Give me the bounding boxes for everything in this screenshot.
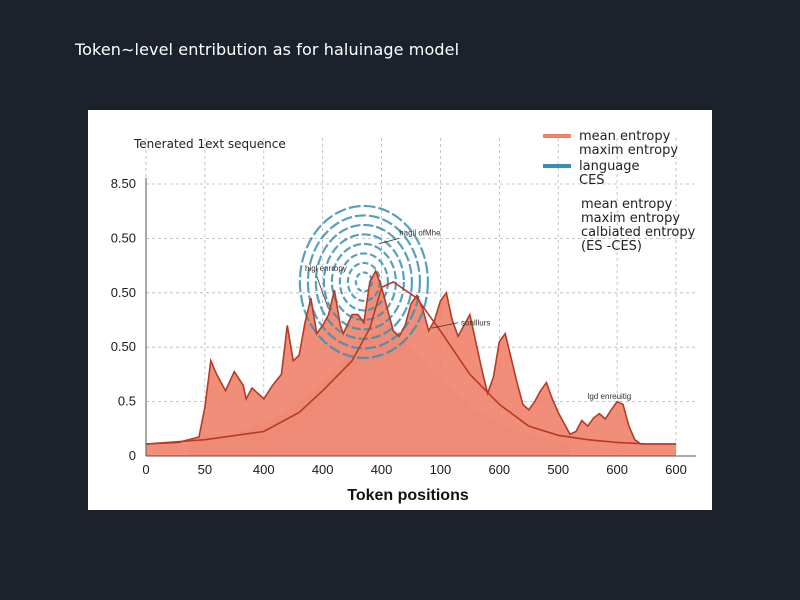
x-tick-label: 600	[488, 462, 510, 477]
legend-label: CES	[579, 173, 605, 188]
annotation-label: sonlllurs	[461, 318, 490, 327]
annotation-leader	[431, 322, 459, 329]
annotation-label: lgd enreuitig	[588, 392, 632, 401]
y-tick-label: 0.50	[111, 230, 136, 245]
figure-card: Tenerated 1ext sequence 8.50 0.50 0.50 0.50…	[88, 110, 712, 510]
axes: 8.500.500.500.500.500 50 400 400 400 100 600 50…	[111, 176, 696, 477]
series-line-mean-entropy	[145, 269, 676, 445]
x-tick-label: 100	[430, 462, 452, 477]
legend-label: maxim entropy	[579, 143, 678, 158]
y-tick-label: 0.5	[118, 394, 136, 409]
series-language-ring	[306, 214, 421, 350]
x-tick-label: 400	[253, 462, 275, 477]
legend-label: language	[579, 159, 640, 174]
series-language-ring	[298, 204, 429, 360]
series-line-maxim-entropy	[145, 280, 676, 445]
annotation-leader	[316, 276, 329, 310]
chart: Tenerated 1ext sequence 8.500.500.500.50…	[111, 129, 696, 504]
annotation-leader	[378, 238, 400, 245]
series-area-mean-entropy	[146, 271, 676, 456]
x-tick-label: 500	[547, 462, 569, 477]
x-tick-label: 400	[371, 462, 393, 477]
x-tick-label: 0	[142, 462, 149, 477]
legend-label: (ES -CES)	[581, 239, 642, 254]
x-tick-label: 50	[198, 462, 212, 477]
series-language-ring	[330, 242, 397, 322]
legend-label: maxim entropy	[581, 211, 680, 226]
chart-subtitle: Tenerated 1ext sequence	[133, 137, 286, 151]
x-tick-label: 400	[312, 462, 334, 477]
annotations: higl enrropy hagil ofMhe sonlllurs lgd enre…	[305, 229, 631, 401]
legend-label: calbiated entropy	[581, 225, 696, 240]
series-language-ring	[338, 252, 389, 312]
legend-label: mean entropy	[579, 129, 671, 144]
annotation-label: higl enrropy	[305, 264, 347, 273]
y-tick-label: 0	[129, 448, 136, 463]
y-tick-label: 8.50	[111, 176, 136, 191]
x-axis-label: Token positions	[347, 487, 469, 504]
annotation-label: hagil ofMhe	[399, 229, 441, 238]
page-title: Token∼level entribution as for haluinage…	[75, 40, 460, 59]
x-tick-label: 600	[665, 462, 687, 477]
legend-label: mean entropy	[581, 197, 673, 212]
y-tick-label: 0.50	[111, 339, 136, 354]
x-tick-label: 600	[606, 462, 628, 477]
y-tick-label: 0.50	[111, 285, 136, 300]
